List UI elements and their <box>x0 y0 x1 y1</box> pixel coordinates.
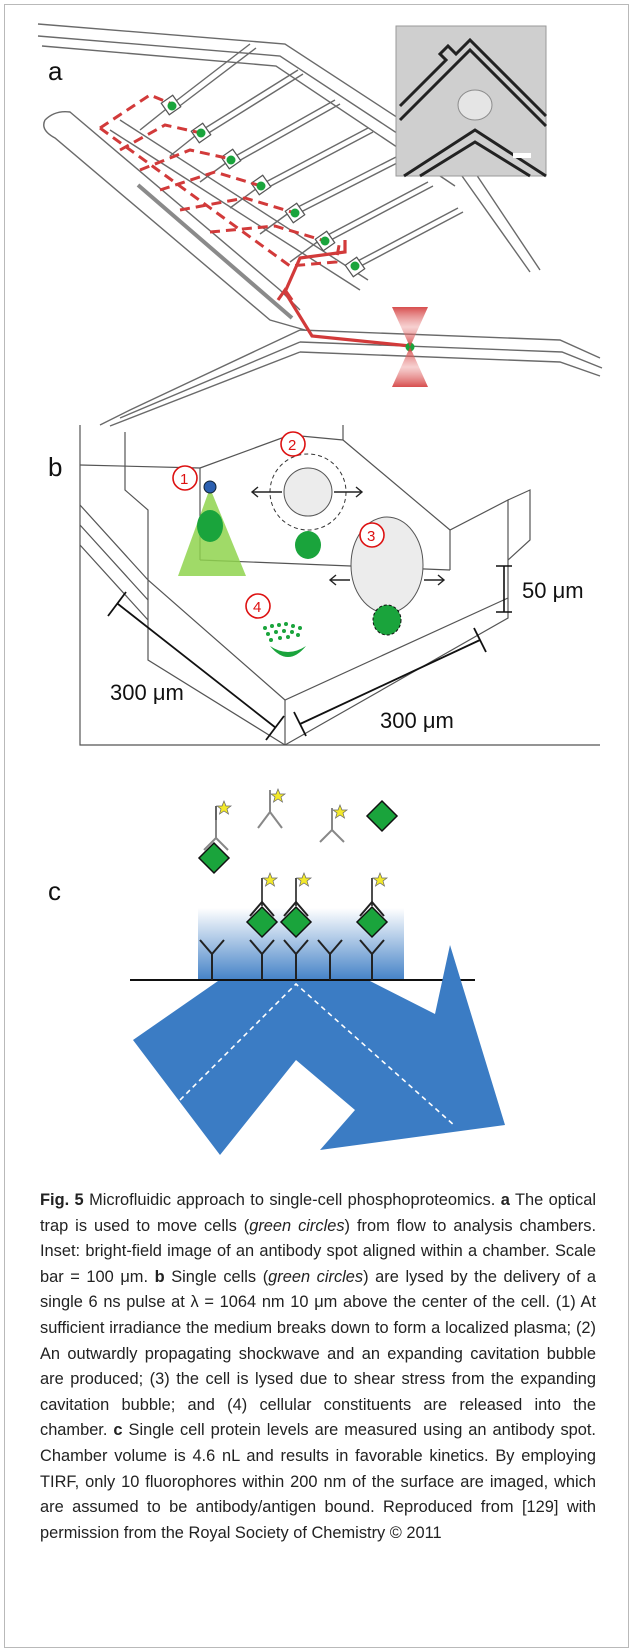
cell-routing-path <box>99 93 342 268</box>
panel-b-diagram: 1 2 3 4 50 μm 300 μm <box>79 425 600 746</box>
step-2-shockwave: 2 <box>250 431 364 559</box>
figure-caption: Fig. 5 Microfluidic approach to single-c… <box>40 1188 596 1546</box>
caption-a-text-2: ) from flow to analysis chambers. Inset:… <box>40 1216 597 1286</box>
scale-bar <box>513 153 531 158</box>
channel-network <box>37 23 603 427</box>
optical-trap-beam <box>392 307 428 387</box>
figure-frame <box>4 4 629 1648</box>
panel-a-letter: a <box>48 56 63 86</box>
step-3-cavitation-bubble: 3 <box>328 516 446 636</box>
svg-text:300 μm: 300 μm <box>110 680 184 705</box>
svg-text:300 μm: 300 μm <box>380 708 454 733</box>
panel-c-diagram <box>130 788 505 1155</box>
caption-a-italic: green circles <box>249 1216 345 1235</box>
caption-b-label: b <box>154 1267 165 1286</box>
brightfield-inset <box>395 25 548 178</box>
caption-fig-label: Fig. 5 <box>40 1191 84 1209</box>
panel-c-letter: c <box>48 876 61 906</box>
svg-text:1: 1 <box>180 471 188 488</box>
tirf-beam-arrow <box>133 945 505 1155</box>
caption-c-text: Single cell protein levels are measured … <box>40 1421 596 1542</box>
trap-transport-arrow <box>276 240 411 348</box>
svg-text:50 μm: 50 μm <box>522 578 584 603</box>
dimensions: 50 μm 300 μm 300 μm <box>107 565 584 741</box>
capture-antibodies <box>199 872 388 981</box>
free-detection-antibodies <box>198 788 398 874</box>
analysis-chambers <box>160 94 366 278</box>
caption-title: Microfluidic approach to single-cell pho… <box>83 1191 501 1209</box>
panel-b-letter: b <box>48 452 63 482</box>
caption-b-text-2: ) are lysed by the delivery of a single … <box>40 1267 596 1440</box>
svg-text:4: 4 <box>253 599 261 616</box>
svg-text:3: 3 <box>367 528 375 545</box>
caption-a-text-1: The optical trap is used to move cells ( <box>40 1191 596 1235</box>
step-1-plasma: 1 <box>172 465 246 576</box>
svg-text:2: 2 <box>288 437 296 454</box>
caption-b-text-1: Single cells ( <box>164 1267 269 1286</box>
caption-c-label: c <box>113 1421 123 1440</box>
caption-a-label: a <box>500 1191 510 1209</box>
caption-b-italic: green circles <box>268 1267 364 1286</box>
panel-a-diagram <box>37 23 603 427</box>
step-4-release: 4 <box>245 593 306 657</box>
